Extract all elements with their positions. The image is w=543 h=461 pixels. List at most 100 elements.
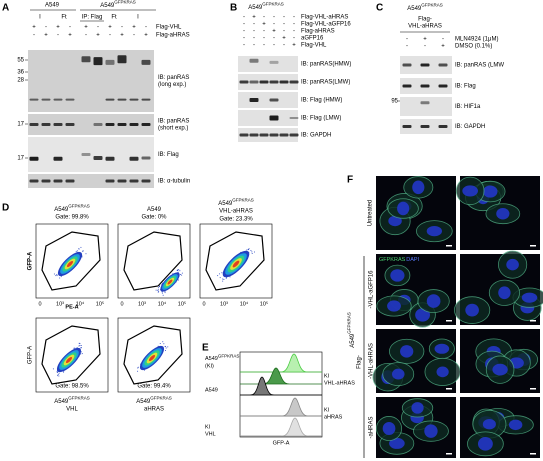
event-dot bbox=[229, 276, 231, 278]
band bbox=[249, 58, 259, 63]
density bbox=[65, 356, 73, 364]
blot-label: IB: Flag (HMW) bbox=[301, 98, 342, 104]
band bbox=[438, 84, 448, 88]
blot-label: (long exp.) bbox=[158, 82, 186, 88]
event-dot bbox=[81, 353, 83, 355]
band bbox=[41, 179, 51, 183]
mw-marker: 95 bbox=[391, 99, 398, 105]
event-dot bbox=[76, 347, 78, 349]
event-dot bbox=[60, 276, 62, 278]
event-dot bbox=[246, 249, 248, 251]
density bbox=[232, 260, 240, 268]
row-label: Flag-VHL-aGFP16 bbox=[301, 22, 351, 28]
nucleus bbox=[492, 363, 508, 376]
mw-marker: 17 bbox=[17, 156, 24, 162]
event-dot bbox=[181, 274, 183, 276]
nucleus bbox=[382, 421, 396, 436]
sign: - bbox=[283, 29, 285, 35]
sign: - bbox=[243, 43, 245, 49]
sign: + bbox=[68, 33, 72, 39]
nucleus bbox=[465, 303, 479, 317]
nucleus bbox=[397, 201, 410, 216]
nucleus bbox=[462, 185, 478, 197]
label: Ft bbox=[111, 15, 117, 21]
event-dot bbox=[59, 277, 61, 279]
band bbox=[129, 123, 139, 126]
cell-line-name: A549 bbox=[205, 356, 218, 362]
band bbox=[289, 117, 299, 119]
band bbox=[279, 133, 289, 137]
condition-label: -VHL-aGFP16 bbox=[369, 270, 375, 309]
x-tick-label: 0 bbox=[38, 301, 41, 307]
event-dot bbox=[159, 285, 161, 287]
label: IP: Flag bbox=[82, 15, 103, 21]
label: Ft bbox=[61, 15, 67, 21]
gate-value: Gate: 99.4% bbox=[137, 384, 171, 390]
event-dot bbox=[79, 344, 81, 346]
condition-label: -VHL-aHRAS bbox=[369, 343, 375, 379]
cell-line-name: A549 bbox=[54, 399, 69, 405]
nucleus bbox=[508, 419, 523, 431]
band bbox=[29, 179, 39, 183]
event-dot bbox=[251, 251, 253, 253]
mw-marker: 36 bbox=[17, 70, 24, 76]
event-dot bbox=[251, 252, 253, 254]
event-dot bbox=[56, 275, 58, 277]
sign: - bbox=[406, 44, 408, 50]
event-dot bbox=[253, 251, 255, 253]
cell-line-superscript: GFPKRAS bbox=[232, 198, 254, 203]
sign: - bbox=[273, 15, 275, 21]
x-tick-label: 0 bbox=[202, 301, 205, 307]
event-dot bbox=[223, 278, 225, 280]
blot-label: IB: panRAS(LMW) bbox=[301, 80, 350, 86]
cell-line-name: A549 bbox=[147, 207, 162, 213]
histogram bbox=[240, 353, 322, 373]
x-tick-label: 10⁵ bbox=[260, 300, 268, 307]
band bbox=[420, 84, 430, 88]
band bbox=[289, 80, 299, 84]
event-dot bbox=[179, 270, 181, 272]
blot-label: IB: α-tubulin bbox=[158, 179, 190, 185]
label: F bbox=[347, 175, 353, 186]
event-dot bbox=[217, 275, 219, 277]
event-dot bbox=[137, 367, 139, 369]
sign: - bbox=[121, 25, 123, 31]
band bbox=[129, 98, 139, 101]
nucleus bbox=[387, 300, 401, 312]
sign: - bbox=[253, 22, 255, 28]
cell-line-name: A549 bbox=[54, 207, 69, 213]
band bbox=[117, 179, 127, 183]
cell-line: A549GFPKRAS bbox=[54, 396, 90, 405]
band bbox=[105, 98, 115, 101]
event-dot bbox=[79, 342, 81, 344]
sign: + bbox=[56, 25, 60, 31]
blot bbox=[238, 92, 298, 108]
event-dot bbox=[78, 342, 80, 344]
blot-label: IB: panRAS bbox=[158, 75, 189, 81]
x-tick-label: 10⁴ bbox=[158, 300, 167, 307]
row-label: aGFP16 bbox=[301, 36, 324, 42]
event-dot bbox=[63, 371, 65, 373]
cell-line: A549GFPKRAS bbox=[248, 2, 284, 11]
sign: + bbox=[292, 43, 296, 49]
nucleus bbox=[496, 208, 510, 220]
event-dot bbox=[157, 289, 159, 291]
gate-value: Gate: 0% bbox=[141, 215, 167, 221]
cell-line-superscript: GFPKRAS bbox=[114, 0, 136, 5]
band bbox=[269, 115, 279, 121]
event-dot bbox=[222, 278, 224, 280]
band bbox=[420, 125, 430, 128]
mw-marker: 17 bbox=[17, 122, 24, 128]
sign: - bbox=[273, 43, 275, 49]
event-dot bbox=[163, 343, 165, 345]
sign: - bbox=[243, 22, 245, 28]
cell-line: A549 bbox=[147, 207, 162, 213]
band bbox=[81, 153, 91, 156]
event-dot bbox=[56, 273, 58, 275]
nucleus bbox=[482, 185, 498, 198]
event-dot bbox=[165, 347, 167, 349]
event-dot bbox=[157, 287, 159, 289]
nucleus bbox=[477, 437, 493, 451]
sign: - bbox=[293, 22, 295, 28]
cell-line-name: A549 bbox=[350, 333, 356, 348]
